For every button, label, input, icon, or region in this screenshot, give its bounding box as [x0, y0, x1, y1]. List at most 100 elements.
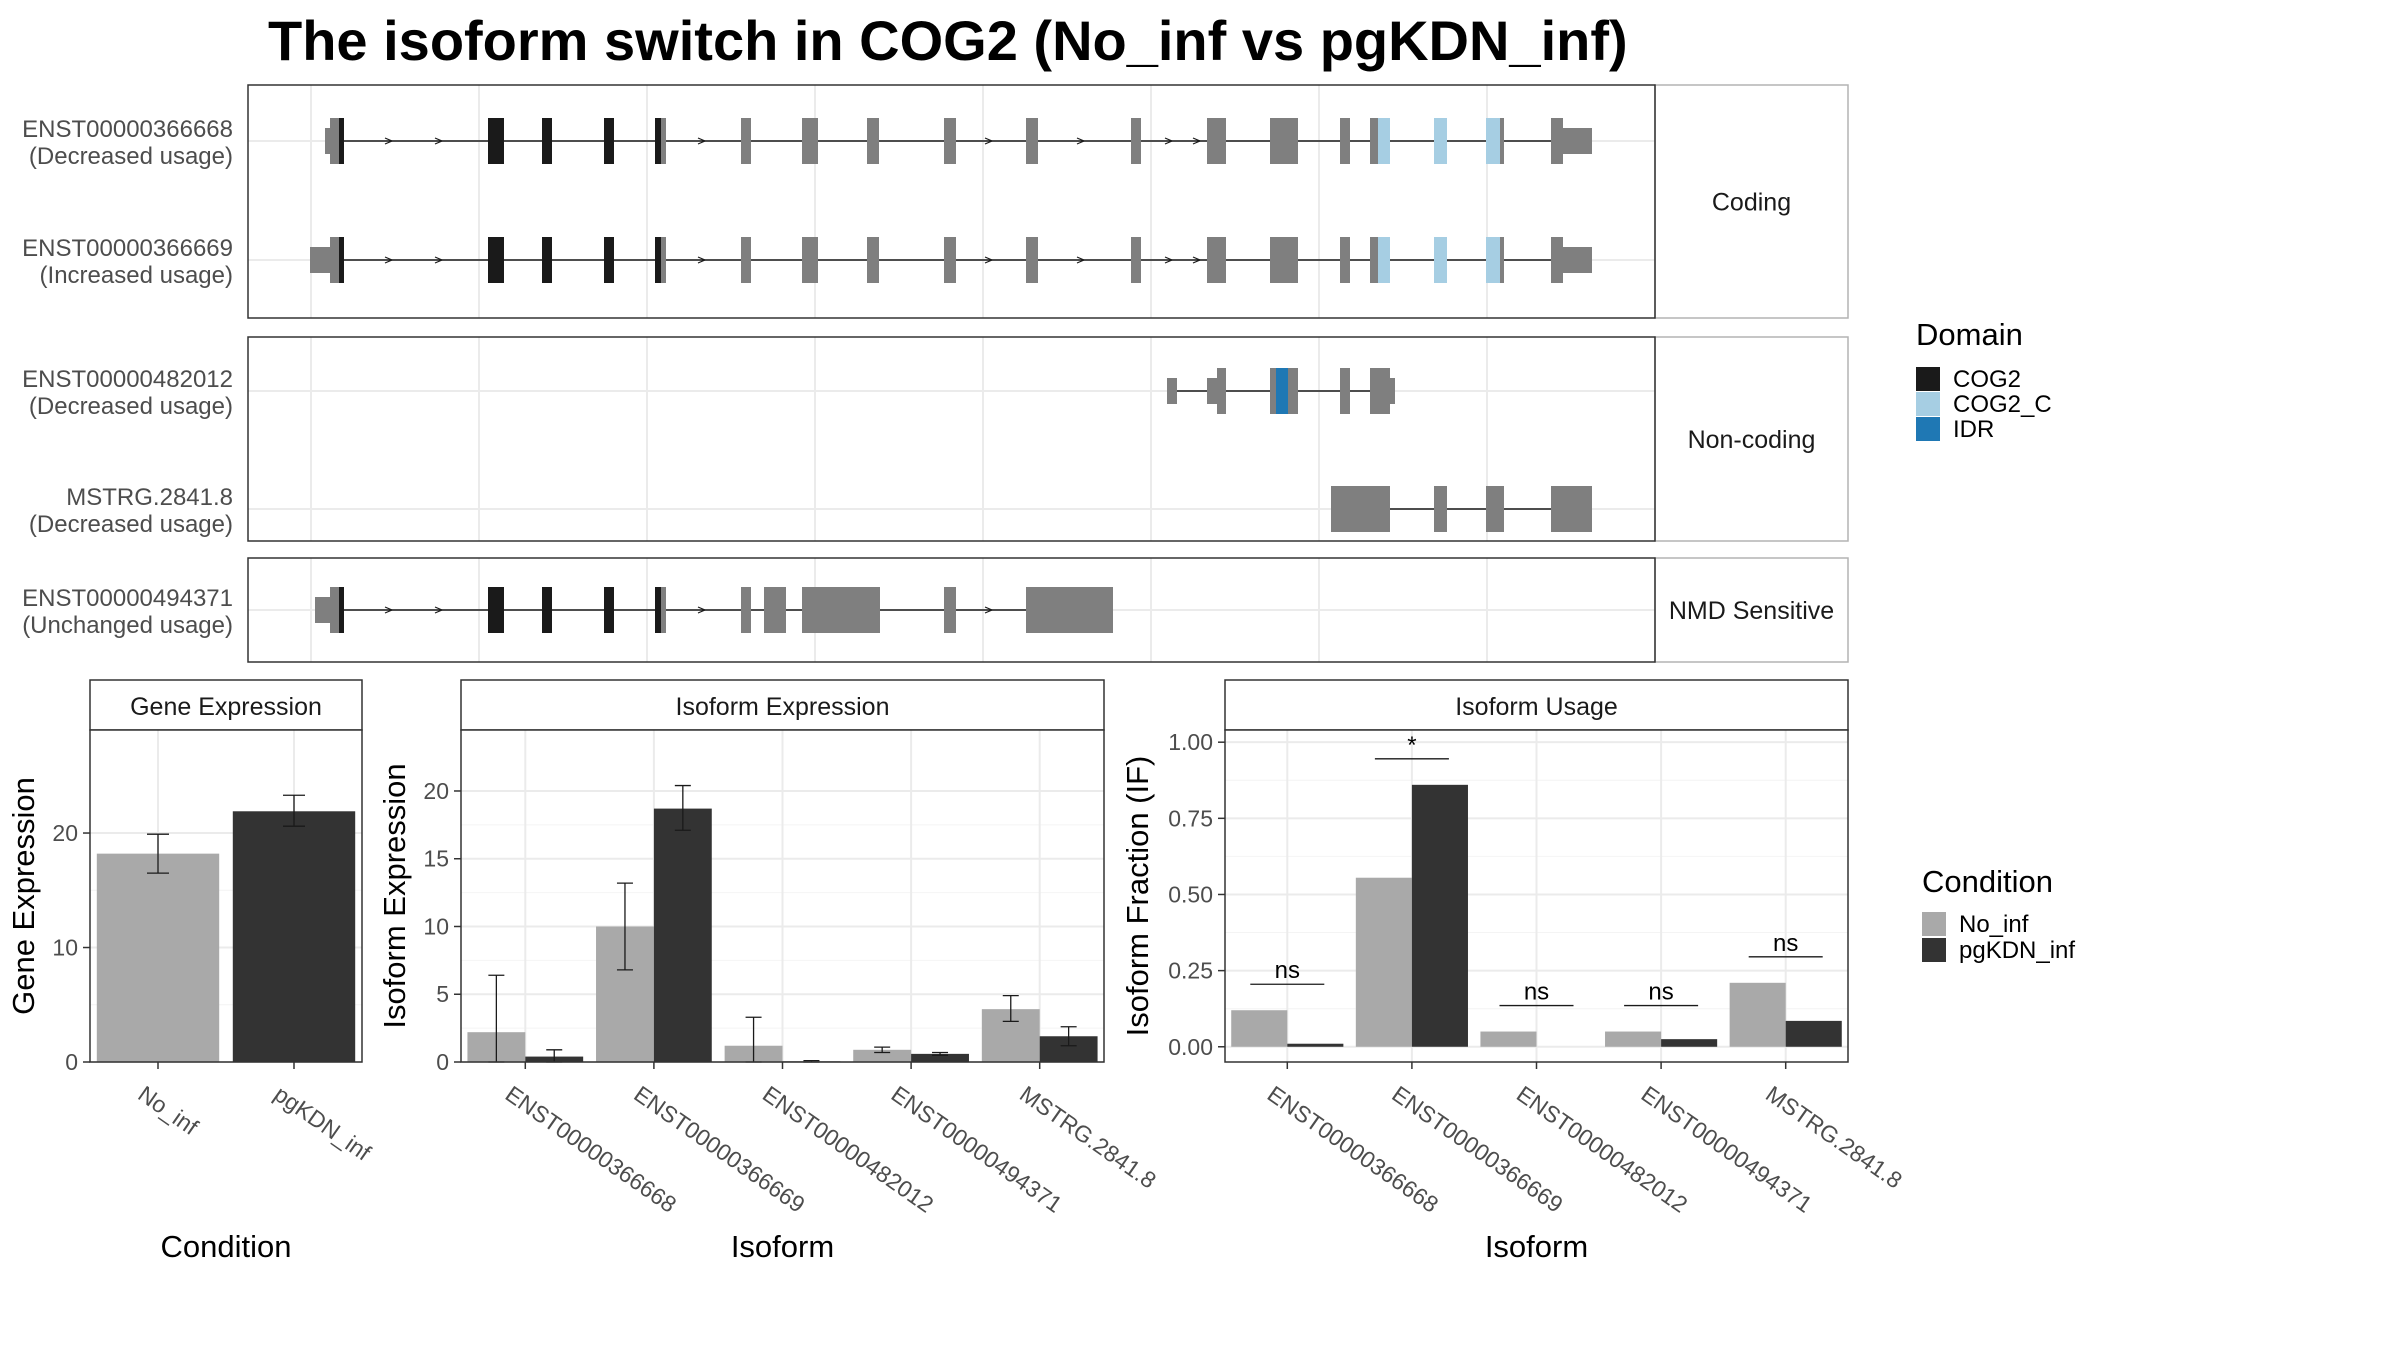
bar	[911, 1053, 969, 1062]
legend-label: COG2	[1953, 366, 2021, 393]
condition-legend-title: Condition	[1922, 864, 2053, 899]
y-tick-label: 10	[52, 935, 78, 961]
strand-arrow	[1192, 137, 1202, 145]
exon-block	[1370, 237, 1378, 283]
exon-block	[1434, 237, 1447, 283]
strand-arrow	[1076, 137, 1086, 145]
bar-panel-strip	[460, 679, 1105, 731]
panel-border	[247, 557, 1656, 663]
exon-block	[661, 118, 666, 164]
transcript-panel: NMD Sensitive ENST00000494371(Unchanged u…	[22, 557, 1849, 663]
y-tick-label: 20	[52, 820, 78, 846]
exon-block	[944, 118, 956, 164]
bar	[1785, 1020, 1842, 1047]
y-tick-label: 0	[65, 1049, 78, 1075]
exon-block	[325, 128, 330, 154]
y-axis-title: Gene Expression	[6, 777, 41, 1015]
transcript-track: ENST00000366668(Decreased usage)	[22, 116, 1592, 170]
exon-block	[1340, 237, 1350, 283]
panel-strip	[1654, 557, 1849, 663]
legend-label: pgKDN_inf	[1959, 937, 2075, 964]
y-tick-label: 0	[436, 1049, 449, 1075]
exon-block	[488, 118, 504, 164]
strand-arrow	[697, 606, 707, 614]
x-axis-title: Isoform	[1485, 1229, 1588, 1264]
bar	[1287, 1043, 1344, 1047]
exon-block	[1390, 378, 1395, 404]
y-tick-label: 15	[423, 846, 449, 872]
transcript-track: ENST00000366669(Increased usage)	[22, 235, 1592, 289]
exon-block	[604, 587, 614, 633]
panel-border	[247, 336, 1656, 542]
exon-block	[1207, 237, 1226, 283]
transcript-usage-label: (Decreased usage)	[29, 143, 233, 170]
bar-panel: Isoform Expression05101520ENST0000036666…	[377, 679, 1161, 1264]
y-tick-label: 0.75	[1168, 805, 1213, 831]
exon-block	[944, 587, 956, 633]
strand-arrow	[1164, 137, 1174, 145]
significance-label: ns	[1648, 979, 1673, 1006]
exon-block	[741, 118, 751, 164]
strand-arrow	[1076, 256, 1086, 264]
exon-block	[1551, 237, 1563, 283]
bar-panel-strip	[1224, 679, 1849, 731]
exon-block	[315, 597, 330, 623]
panel-background	[248, 337, 1655, 541]
exon-block	[488, 587, 504, 633]
exon-block	[1026, 237, 1038, 283]
y-tick-label: 20	[423, 778, 449, 804]
exon-block	[1340, 368, 1350, 414]
x-tick-label: pgKDN_inf	[269, 1081, 376, 1166]
transcript-id-label: ENST00000366668	[22, 116, 233, 143]
exon-block	[1026, 587, 1113, 633]
bar-panel-title: Isoform Usage	[1455, 693, 1618, 721]
strand-arrow	[984, 606, 994, 614]
bar-panel-title: Isoform Expression	[676, 693, 890, 721]
y-axis-title: Isoform Fraction (IF)	[1120, 756, 1155, 1037]
panel-strip-label: NMD Sensitive	[1669, 597, 1834, 625]
strand-arrow	[434, 256, 444, 264]
exon-block	[802, 118, 818, 164]
exon-block	[488, 237, 504, 283]
transcript-usage-label: (Decreased usage)	[29, 511, 233, 538]
exon-block	[802, 587, 880, 633]
exon-block	[1500, 118, 1504, 164]
x-tick-label: No_inf	[133, 1081, 203, 1141]
exon-block	[1378, 118, 1390, 164]
bar-panel-title: Gene Expression	[130, 693, 322, 721]
exon-block	[1270, 237, 1298, 283]
y-axis-title: Isoform Expression	[377, 763, 412, 1028]
exon-block	[542, 118, 552, 164]
exon-block	[1207, 118, 1226, 164]
bar	[1355, 877, 1412, 1047]
exon-block	[1167, 378, 1177, 404]
legend-label: COG2_C	[1953, 391, 2052, 418]
bar	[1411, 784, 1468, 1047]
bar	[1231, 1010, 1288, 1047]
legend-label: No_inf	[1959, 911, 2029, 938]
exon-block	[1551, 486, 1592, 532]
strand-arrow	[1164, 256, 1174, 264]
exon-block	[1551, 118, 1563, 164]
bar-panel-strip	[89, 679, 363, 731]
exon-block	[1331, 486, 1390, 532]
strand-arrow	[1192, 256, 1202, 264]
strand-arrow	[384, 256, 394, 264]
plot-border	[89, 729, 363, 1063]
exon-block	[1486, 237, 1500, 283]
exon-block	[339, 587, 344, 633]
exon-block	[1370, 368, 1390, 414]
exon-block	[867, 237, 879, 283]
legend-swatch	[1922, 938, 1946, 962]
x-axis-title: Isoform	[731, 1229, 834, 1264]
bar	[232, 811, 356, 1062]
bar	[1605, 1031, 1662, 1047]
transcript-id-label: ENST00000494371	[22, 585, 233, 612]
exon-block	[339, 237, 344, 283]
exon-block	[1563, 128, 1592, 154]
